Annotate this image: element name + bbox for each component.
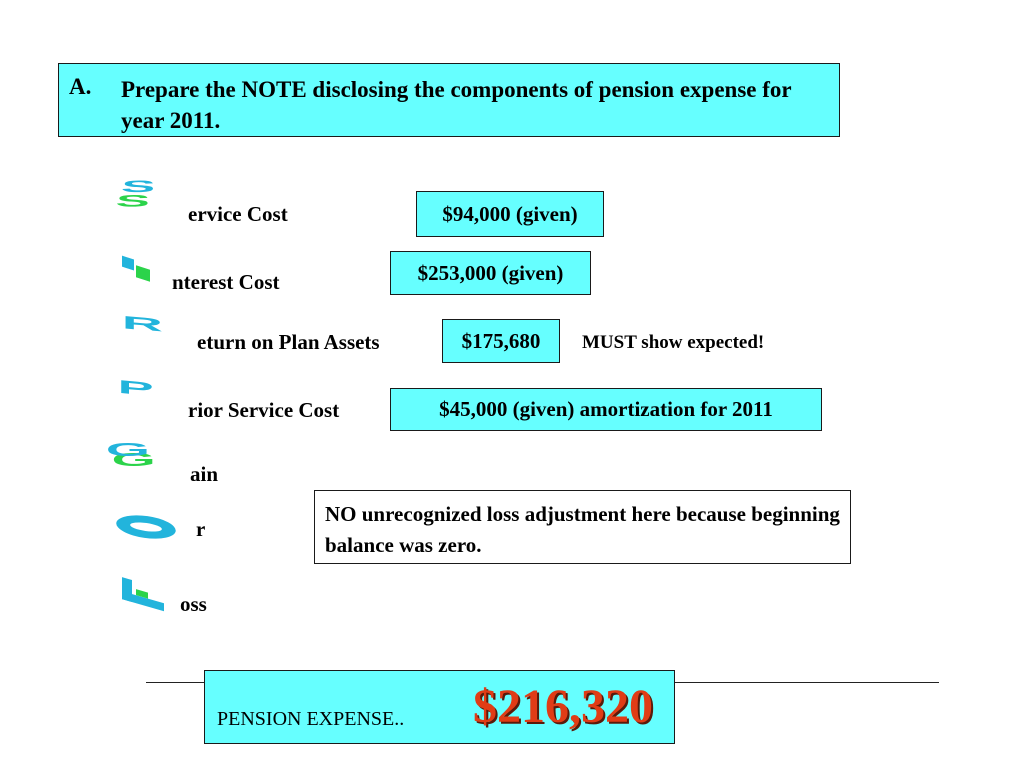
instruction-text: Prepare the NOTE disclosing the componen…: [121, 77, 792, 133]
divider-left: [146, 682, 204, 683]
svg-text:S: S: [120, 178, 157, 196]
loss-adjustment-note: NO unrecognized loss adjustment here bec…: [314, 490, 851, 564]
prior-service-cost-value: $45,000 (given) amortization for 2011: [390, 388, 822, 431]
interest-cost-value: $253,000 (given): [390, 251, 591, 295]
component-label-or: r: [196, 517, 206, 541]
expected-return-note: MUST show expected!: [582, 332, 765, 353]
return-on-plan-assets-value: $175,680: [442, 319, 560, 363]
pension-expense-value: $216,320: [473, 680, 653, 733]
component-label-loss: oss: [180, 592, 207, 616]
instruction-marker: A.: [69, 74, 92, 99]
initial-letter-l: [118, 574, 178, 613]
svg-text:S: S: [115, 192, 152, 210]
component-label-gain: ain: [190, 462, 219, 486]
svg-text:P: P: [118, 376, 154, 400]
svg-text:R: R: [122, 312, 163, 335]
initial-letter-p: P: [114, 376, 174, 417]
initial-letter-o: [112, 512, 180, 547]
pension-expense-label: PENSION EXPENSE..: [217, 708, 405, 730]
initial-letter-s: S S: [112, 178, 172, 219]
initial-letter-g: G G: [102, 439, 172, 483]
service-cost-value: $94,000 (given): [416, 191, 604, 237]
component-label-prior-service-cost: rior Service Cost: [188, 398, 340, 422]
initial-letter-r: R: [118, 312, 184, 353]
component-label-service-cost: ervice Cost: [188, 202, 288, 226]
svg-text:G: G: [106, 439, 150, 460]
divider-right: [675, 682, 939, 683]
initial-letter-i: [120, 252, 160, 287]
instruction-box: A. Prepare the NOTE disclosing the compo…: [58, 63, 840, 137]
component-label-return-on-plan-assets: eturn on Plan Assets: [197, 330, 380, 354]
component-label-interest-cost: nterest Cost: [172, 270, 280, 294]
pension-expense-box: PENSION EXPENSE.. $216,320: [204, 670, 675, 744]
svg-text:G: G: [112, 449, 156, 470]
